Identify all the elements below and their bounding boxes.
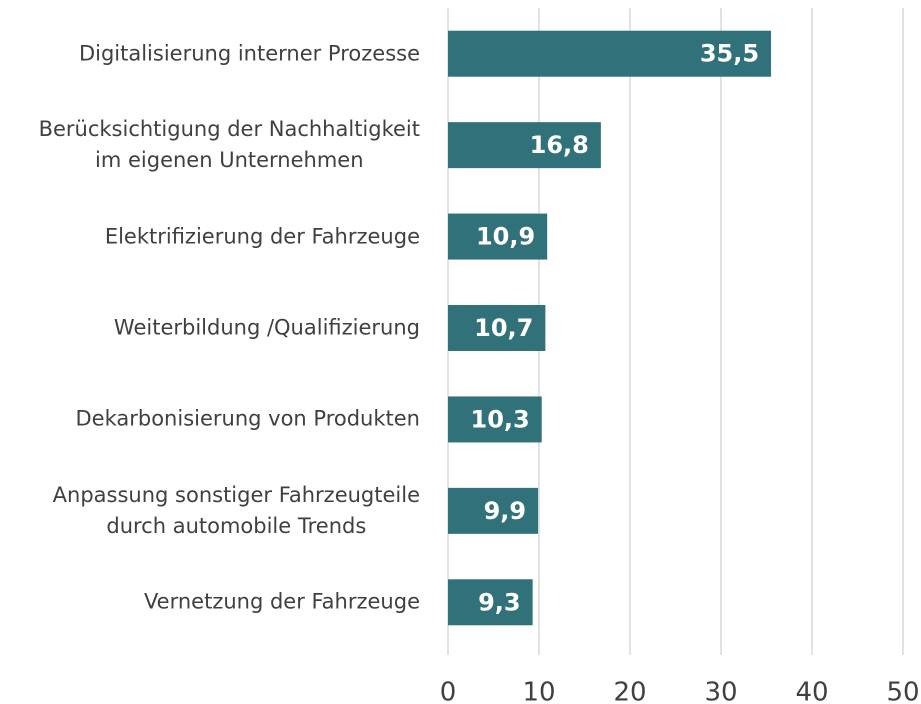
x-tick-label: 40 [795, 678, 828, 704]
data-label: 9,3 [478, 588, 521, 616]
bar [448, 487, 539, 534]
y-tick-label: Digitalisierung interner Prozesse [78, 41, 420, 66]
x-tick-label: 20 [613, 678, 646, 704]
data-label: 10,7 [474, 314, 533, 342]
y-tick-label: Berücksichtigung der Nachhaltigkeit im e… [38, 117, 420, 173]
bar [448, 579, 533, 626]
y-tick-label: Vernetzung der Fahrzeuge [143, 589, 420, 614]
data-label: 35,5 [700, 40, 759, 68]
bar [448, 30, 772, 77]
y-tick-label: Anpassung sonstiger Fahrzeugteile durch … [52, 482, 420, 538]
y-tick-label: Weiterbildung /Qualifizierung [113, 315, 420, 340]
y-tick-label: Elektrifizierung der Fahrzeuge [104, 224, 420, 249]
data-label: 16,8 [530, 131, 589, 159]
bar [448, 213, 548, 260]
x-tick-label: 10 [522, 678, 555, 704]
bar [448, 122, 601, 169]
bar [448, 305, 546, 351]
data-label: 10,3 [471, 405, 530, 433]
x-tick-label: 0 [440, 678, 457, 704]
y-tick-label: Dekarbonisierung von Produkten [75, 406, 420, 431]
data-label: 9,9 [484, 497, 527, 525]
x-tick-label: 30 [704, 678, 737, 704]
x-tick-label: 50 [886, 678, 919, 704]
data-label: 10,9 [476, 223, 535, 251]
bar [448, 396, 542, 443]
